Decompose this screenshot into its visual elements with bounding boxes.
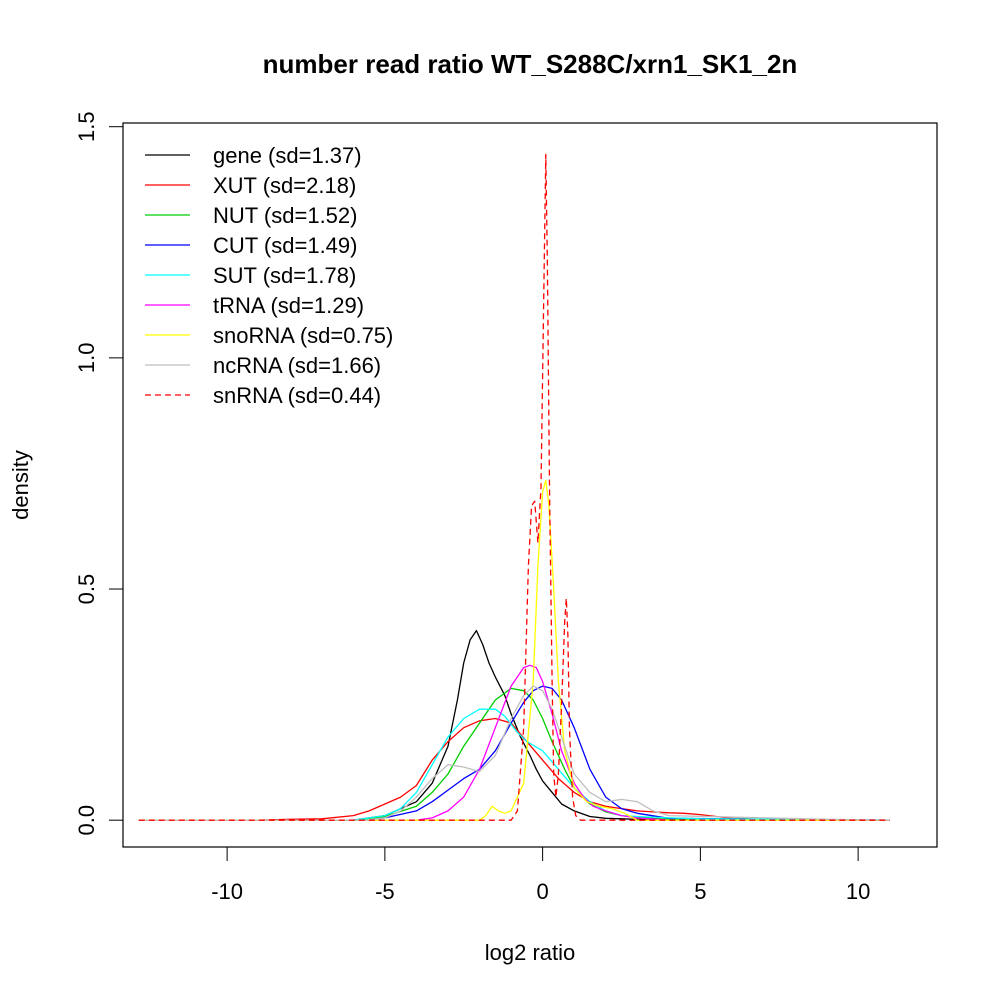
series-line-0 [138,629,890,821]
legend-label: snoRNA (sd=0.75) [213,323,393,348]
x-axis-label: log2 ratio [485,940,576,965]
x-tick-label: 0 [536,879,548,904]
legend-label: tRNA (sd=1.29) [213,293,364,318]
chart-title: number read ratio WT_S288C/xrn1_SK1_2n [263,49,798,79]
legend-label: CUT (sd=1.49) [213,233,357,258]
y-tick-label: 0.5 [74,574,99,605]
series-line-1 [138,717,890,821]
series-line-4 [138,708,890,821]
y-tick-label: 1.0 [74,343,99,374]
x-tick-label: -5 [375,879,395,904]
x-axis: -10 -5 0 5 10 [211,846,870,904]
series-line-5 [138,664,890,821]
series-line-8 [138,153,890,821]
series-line-6 [138,479,890,821]
series-line-7 [138,685,890,821]
legend-label: gene (sd=1.37) [213,143,362,168]
series-line-3 [138,685,890,821]
legend-label: NUT (sd=1.52) [213,203,357,228]
series-layer [138,153,890,821]
y-axis-label: density [8,450,33,520]
y-axis: 0.0 0.5 1.0 1.5 [74,111,124,836]
legend-label: ncRNA (sd=1.66) [213,353,381,378]
legend-label: snRNA (sd=0.44) [213,383,381,408]
x-tick-label: 10 [846,879,870,904]
legend-label: SUT (sd=1.78) [213,263,356,288]
legend-label: XUT (sd=2.18) [213,173,356,198]
y-tick-label: 1.5 [74,111,99,142]
x-tick-label: 5 [694,879,706,904]
y-tick-label: 0.0 [74,805,99,836]
x-tick-label: -10 [211,879,243,904]
legend: gene (sd=1.37) XUT (sd=2.18) NUT (sd=1.52)… [145,143,393,408]
